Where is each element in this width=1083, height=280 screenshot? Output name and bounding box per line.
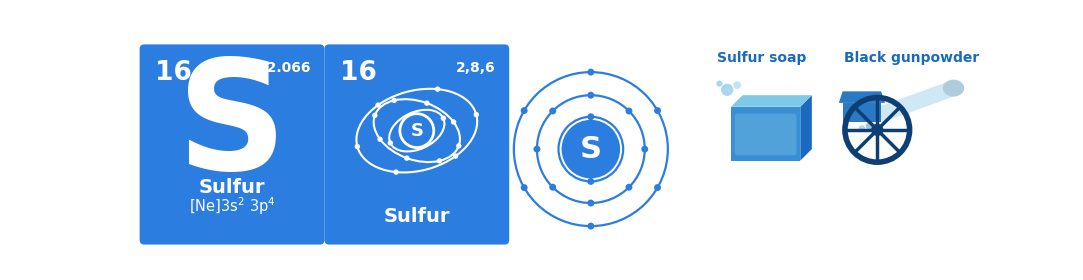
FancyBboxPatch shape <box>140 44 325 245</box>
Polygon shape <box>800 95 812 161</box>
Circle shape <box>377 137 382 142</box>
Circle shape <box>376 102 381 108</box>
Polygon shape <box>843 103 882 122</box>
Polygon shape <box>731 95 812 107</box>
Circle shape <box>549 108 557 115</box>
Text: S: S <box>579 135 602 164</box>
Circle shape <box>562 120 621 178</box>
Circle shape <box>451 119 456 125</box>
Circle shape <box>871 124 884 136</box>
Circle shape <box>859 125 865 131</box>
Circle shape <box>733 81 741 89</box>
Circle shape <box>654 184 661 191</box>
Circle shape <box>721 84 733 96</box>
Circle shape <box>453 153 458 159</box>
Text: Sulfur: Sulfur <box>199 178 265 197</box>
Circle shape <box>393 169 399 175</box>
Circle shape <box>587 113 595 120</box>
Circle shape <box>587 69 595 76</box>
Circle shape <box>587 200 595 206</box>
Text: 16: 16 <box>155 60 192 86</box>
Circle shape <box>436 158 442 164</box>
Circle shape <box>521 184 527 191</box>
Ellipse shape <box>942 80 964 97</box>
Circle shape <box>441 116 446 121</box>
Circle shape <box>716 81 722 87</box>
Circle shape <box>626 184 632 191</box>
Circle shape <box>641 146 649 153</box>
Text: 32.066: 32.066 <box>257 61 311 75</box>
Text: Sulfur soap: Sulfur soap <box>717 51 807 65</box>
Polygon shape <box>882 80 953 123</box>
Polygon shape <box>838 91 885 103</box>
Circle shape <box>587 223 595 230</box>
Circle shape <box>404 155 409 161</box>
Circle shape <box>549 184 557 191</box>
Circle shape <box>392 98 396 103</box>
Text: [Ne]3s$^2$ 3p$^4$: [Ne]3s$^2$ 3p$^4$ <box>188 195 275 217</box>
Polygon shape <box>731 107 800 161</box>
Circle shape <box>521 107 527 114</box>
FancyBboxPatch shape <box>325 44 509 245</box>
Circle shape <box>534 146 540 153</box>
Circle shape <box>388 140 393 146</box>
Text: Black gunpowder: Black gunpowder <box>845 51 979 65</box>
Circle shape <box>435 87 441 92</box>
FancyBboxPatch shape <box>735 114 796 155</box>
Circle shape <box>865 122 873 130</box>
Circle shape <box>456 143 461 149</box>
Circle shape <box>587 92 595 99</box>
Circle shape <box>400 114 434 148</box>
Text: S: S <box>177 53 287 202</box>
Text: 2,8,6: 2,8,6 <box>456 61 495 75</box>
Circle shape <box>354 144 360 149</box>
Circle shape <box>626 108 632 115</box>
Circle shape <box>587 178 595 185</box>
Circle shape <box>425 101 430 106</box>
Circle shape <box>654 107 661 114</box>
Text: 16: 16 <box>340 60 377 86</box>
Text: S: S <box>410 122 423 140</box>
Circle shape <box>473 112 479 117</box>
Circle shape <box>373 113 378 118</box>
Text: Sulfur: Sulfur <box>383 207 451 226</box>
